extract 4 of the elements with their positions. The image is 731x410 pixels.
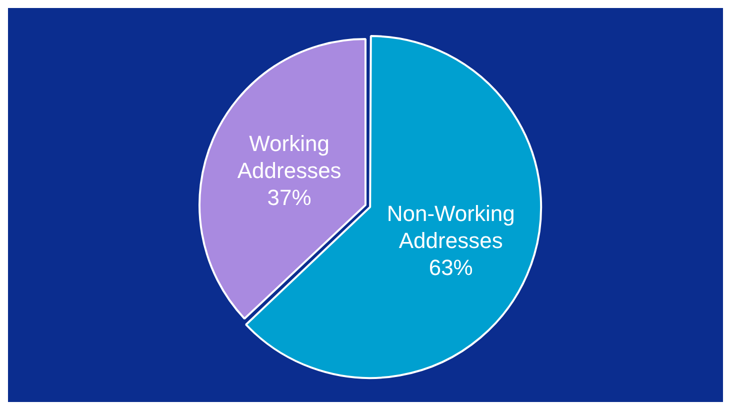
slice-label: Non-Working Addresses bbox=[386, 200, 515, 253]
data-label: 63% bbox=[428, 254, 473, 280]
data-label: 37% bbox=[267, 185, 312, 210]
slice-label: Working Addresses bbox=[237, 131, 342, 184]
